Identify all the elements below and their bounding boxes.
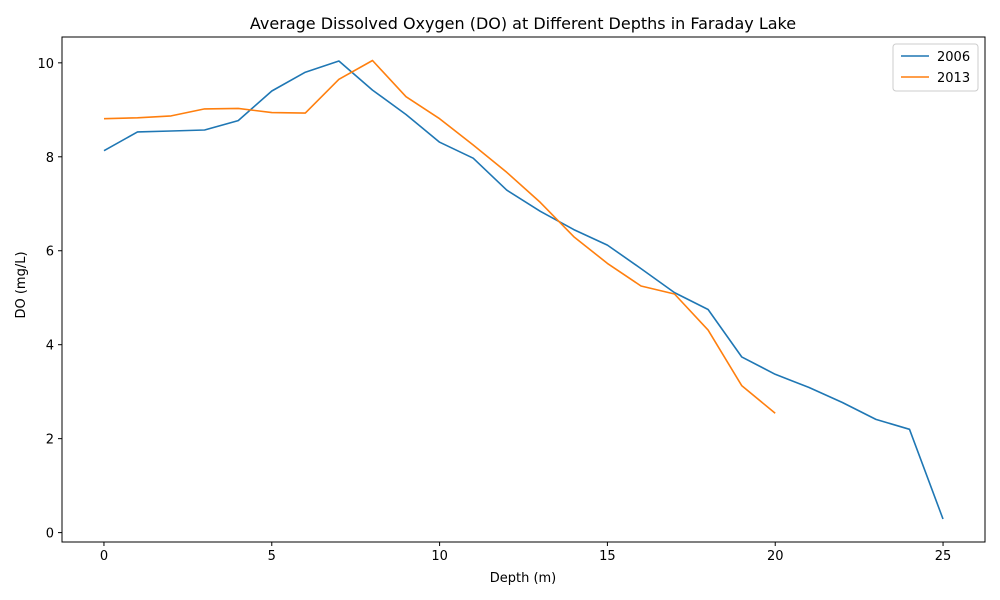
plot-frame xyxy=(61,36,986,543)
legend-label-2006: 2006 xyxy=(937,50,970,65)
y-axis: 0 2 4 6 8 10 xyxy=(37,57,62,542)
chart-title: Average Dissolved Oxygen (DO) at Differe… xyxy=(250,14,796,33)
series-line-2006 xyxy=(103,60,944,520)
x-tick-label: 10 xyxy=(431,549,448,564)
y-tick-label: 10 xyxy=(37,57,54,72)
y-tick-label: 0 xyxy=(46,527,54,542)
series-line-2013 xyxy=(103,59,776,414)
y-tick-label: 4 xyxy=(46,339,54,354)
y-tick-label: 8 xyxy=(46,151,54,166)
x-tick-label: 5 xyxy=(268,549,276,564)
x-tick-label: 0 xyxy=(100,549,108,564)
y-tick-label: 2 xyxy=(46,433,54,448)
x-tick-label: 15 xyxy=(599,549,616,564)
x-axis: 0 5 10 15 20 25 xyxy=(100,542,952,564)
y-axis-label: DO (mg/L) xyxy=(14,251,29,318)
legend-label-2013: 2013 xyxy=(937,71,970,86)
series-layer xyxy=(103,59,944,520)
y-tick-label: 6 xyxy=(46,245,54,260)
x-axis-label: Depth (m) xyxy=(490,571,557,586)
x-tick-label: 25 xyxy=(935,549,952,564)
legend: 2006 2013 xyxy=(892,43,979,92)
x-tick-label: 20 xyxy=(767,549,784,564)
